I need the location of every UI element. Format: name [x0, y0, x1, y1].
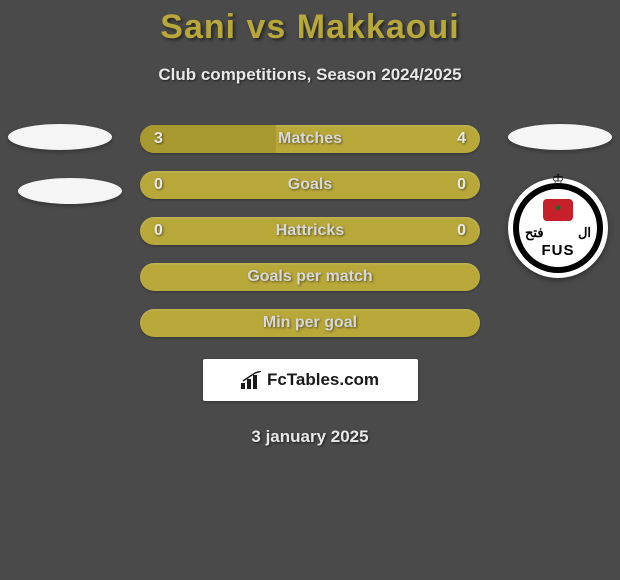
stat-row-matches: 3 Matches 4	[140, 125, 480, 153]
badge-fus-text: FUS	[519, 242, 597, 259]
brand-text: FcTables.com	[267, 370, 379, 390]
player-photo-left-1	[8, 124, 112, 150]
stat-value-left: 0	[154, 222, 163, 240]
stat-row-hattricks: 0 Hattricks 0	[140, 217, 480, 245]
badge-arabic: فتح ال	[519, 225, 597, 241]
bar-chart-icon	[241, 371, 263, 389]
page-subtitle: Club competitions, Season 2024/2025	[158, 65, 461, 85]
stat-row-goals: 0 Goals 0	[140, 171, 480, 199]
stats-list: 3 Matches 4 0 Goals 0 0 Hattricks 0 Goal…	[140, 125, 480, 337]
badge-arabic-left: ال	[578, 225, 591, 241]
stat-row-min-per-goal: Min per goal	[140, 309, 480, 337]
club-badge: ♔ ★ فتح ال FUS	[508, 178, 608, 278]
stat-value-right: 4	[457, 130, 466, 148]
player-photo-left-2	[18, 178, 122, 204]
stat-value-right: 0	[457, 222, 466, 240]
badge-inner: ★ فتح ال FUS	[513, 183, 603, 273]
stat-row-goals-per-match: Goals per match	[140, 263, 480, 291]
page-title: Sani vs Makkaoui	[160, 8, 459, 47]
stat-label: Min per goal	[263, 314, 357, 332]
stat-value-left: 0	[154, 176, 163, 194]
star-icon: ★	[554, 203, 563, 214]
badge-arabic-right: فتح	[525, 225, 544, 241]
brand-link[interactable]: FcTables.com	[203, 359, 418, 401]
stat-label: Matches	[278, 130, 342, 148]
stat-label: Hattricks	[276, 222, 344, 240]
stat-label: Goals per match	[247, 268, 372, 286]
stat-value-right: 0	[457, 176, 466, 194]
stat-label: Goals	[288, 176, 332, 194]
player-photo-right-1	[508, 124, 612, 150]
date-label: 3 january 2025	[251, 427, 368, 447]
stat-value-left: 3	[154, 130, 163, 148]
